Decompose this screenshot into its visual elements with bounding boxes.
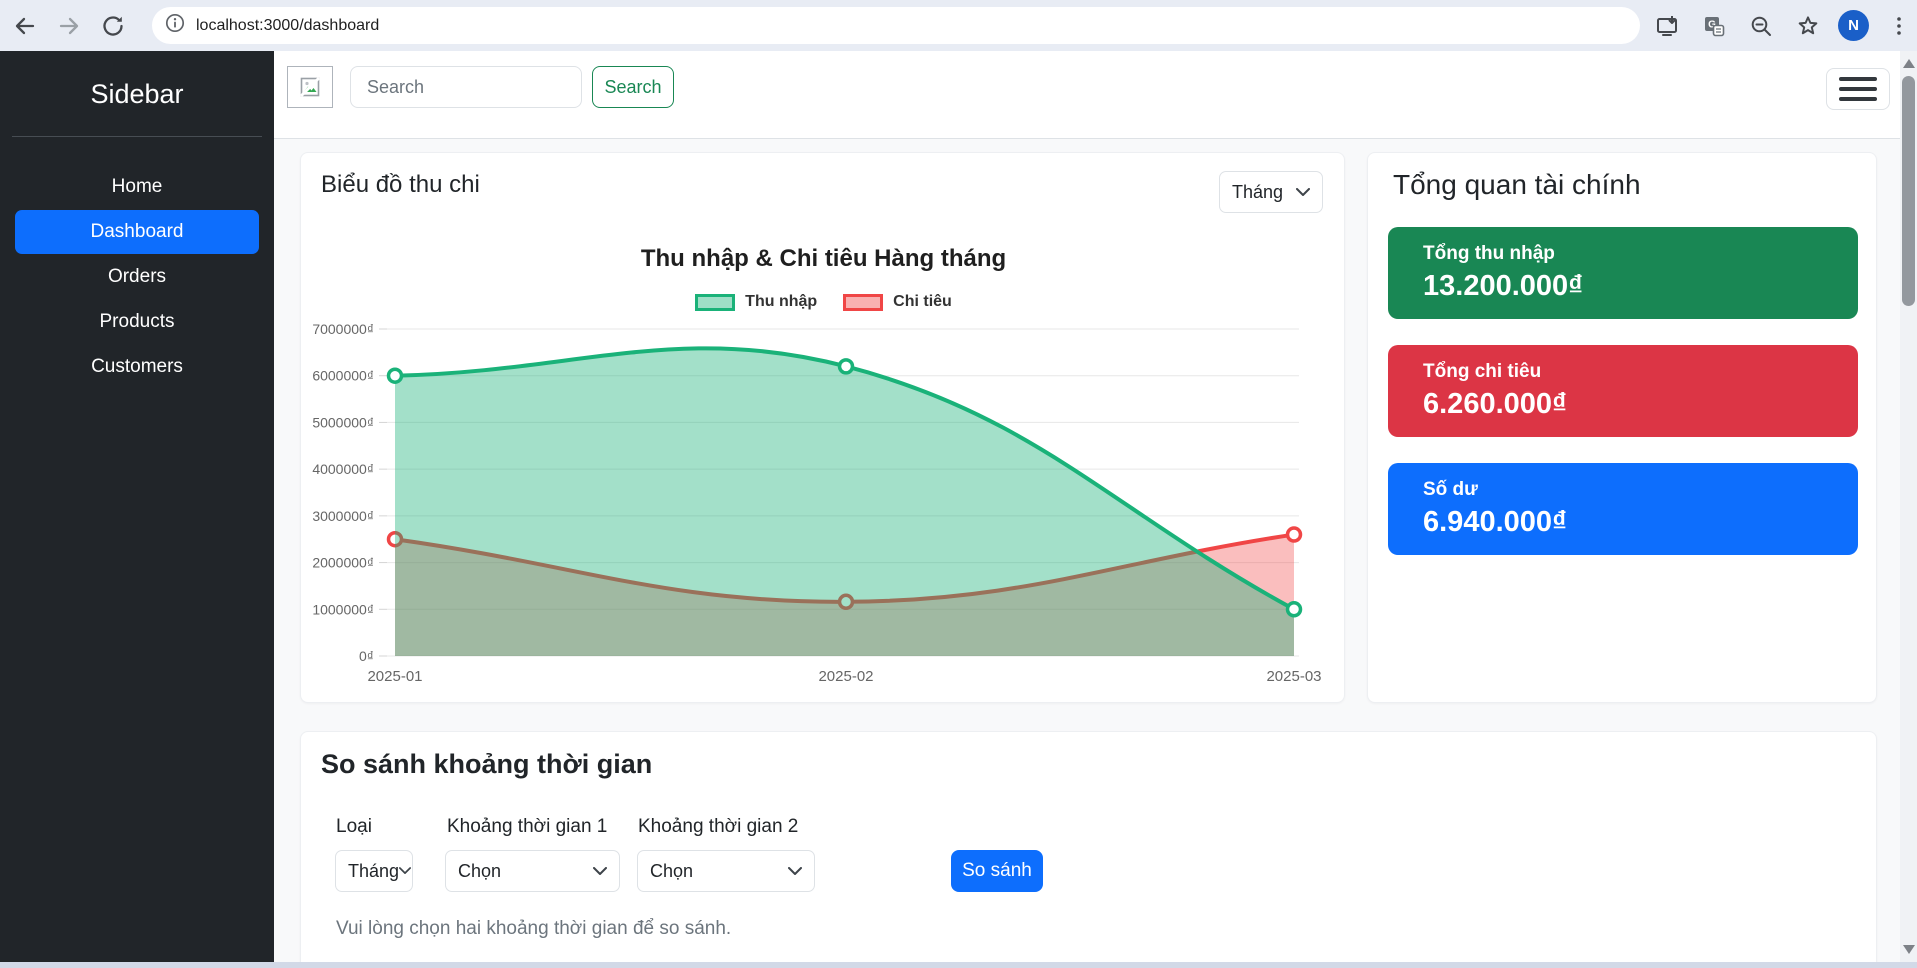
scrollbar-up-icon[interactable] xyxy=(1903,59,1915,68)
legend-label-expense: Chi tiêu xyxy=(893,293,952,310)
series-1-point-0[interactable] xyxy=(386,530,404,548)
x-tick-label: 2025-01 xyxy=(367,668,422,685)
profile-avatar[interactable]: N xyxy=(1838,10,1869,41)
search-button[interactable]: Search xyxy=(592,66,674,108)
y-tick-label: 2000000₫ xyxy=(312,555,374,571)
sidebar-title: Sidebar xyxy=(90,79,184,109)
series-0-point-1[interactable] xyxy=(837,358,855,375)
chevron-down-icon xyxy=(593,866,607,875)
y-tick-label: 6000000₫ xyxy=(312,368,374,384)
y-tick-label: 5000000₫ xyxy=(312,414,374,430)
period1-label: Khoảng thời gian 1 xyxy=(447,816,608,837)
compare-card: So sánh khoảng thời gian Loại Khoảng thờ… xyxy=(300,731,1877,968)
series-1-point-2[interactable] xyxy=(1285,526,1303,543)
chart-legend: Thu nhập Chi tiêu xyxy=(301,293,1346,311)
sidebar: Sidebar Home Dashboard Orders Products C… xyxy=(0,51,274,962)
y-tick-label: 1000000₫ xyxy=(312,601,374,617)
hamburger-menu-icon[interactable] xyxy=(1826,68,1890,110)
y-tick-label: 4000000₫ xyxy=(312,461,374,477)
period-select-value: Tháng xyxy=(1232,181,1284,202)
scrollbar-track[interactable] xyxy=(1900,51,1917,962)
bookmark-star-icon[interactable] xyxy=(1791,9,1825,43)
scrollbar-down-icon[interactable] xyxy=(1903,945,1915,954)
chart-card-title: Biểu đồ thu chi xyxy=(321,171,480,198)
income-swatch xyxy=(695,293,736,311)
search-input[interactable] xyxy=(350,66,582,108)
svg-text:G: G xyxy=(1708,19,1716,30)
site-info-icon[interactable] xyxy=(164,12,186,39)
sidebar-item-customers[interactable]: Customers xyxy=(91,356,183,377)
balance-label: Số dư xyxy=(1423,479,1478,500)
zoom-out-icon[interactable] xyxy=(1744,9,1778,43)
broken-image-icon xyxy=(287,66,333,108)
url-bar[interactable]: localhost:3000/dashboard xyxy=(152,7,1640,44)
total-income-label: Tổng thu nhập xyxy=(1423,243,1555,264)
window-bottom-edge xyxy=(0,962,1917,968)
total-expense-value: 6.260.000₫ xyxy=(1423,388,1567,420)
topbar: Search xyxy=(274,51,1900,139)
period2-select[interactable]: Chọn xyxy=(637,850,815,892)
total-expense-card: Tổng chi tiêu 6.260.000₫ xyxy=(1388,345,1858,437)
back-arrow-icon[interactable] xyxy=(8,9,42,43)
total-income-value: 13.200.000₫ xyxy=(1423,270,1584,302)
sidebar-divider xyxy=(12,136,262,137)
summary-title: Tổng quan tài chính xyxy=(1393,169,1641,200)
sidebar-item-dashboard[interactable]: Dashboard xyxy=(15,210,259,254)
compare-title: So sánh khoảng thời gian xyxy=(321,749,653,779)
chevron-down-icon xyxy=(788,866,802,875)
x-tick-label: 2025-03 xyxy=(1266,668,1321,685)
series-1-area xyxy=(395,534,1294,656)
compare-button[interactable]: So sánh xyxy=(951,850,1043,892)
compare-hint: Vui lòng chọn hai khoảng thời gian để so… xyxy=(336,918,732,939)
sidebar-item-products[interactable]: Products xyxy=(99,311,175,332)
total-expense-label: Tổng chi tiêu xyxy=(1423,361,1542,382)
series-0-area xyxy=(395,348,1294,656)
scrollbar-thumb[interactable] xyxy=(1902,76,1915,306)
y-tick-label: 0₫ xyxy=(359,648,374,664)
chevron-down-icon xyxy=(399,867,412,874)
y-tick-label: 3000000₫ xyxy=(312,508,374,524)
chart-card: Biểu đồ thu chi Tháng Thu nhập & Chi tiê… xyxy=(300,152,1345,703)
series-0-point-0[interactable] xyxy=(386,367,404,384)
type-label: Loại xyxy=(336,816,372,837)
x-tick-label: 2025-02 xyxy=(818,668,873,685)
balance-value: 6.940.000₫ xyxy=(1423,506,1567,538)
chevron-down-icon xyxy=(1296,187,1310,196)
chart-canvas: 0₫ 1000000₫ 2000000₫ 3000000₫ 4000000₫ 500000… xyxy=(312,321,1321,685)
balance-card: Số dư 6.940.000₫ xyxy=(1388,463,1858,555)
install-app-icon[interactable] xyxy=(1650,9,1684,43)
chart-title: Thu nhập & Chi tiêu Hàng tháng xyxy=(640,245,1007,272)
reload-icon[interactable] xyxy=(96,9,130,43)
series-0-point-2[interactable] xyxy=(1285,601,1303,618)
legend-item-expense[interactable]: Chi tiêu xyxy=(843,293,952,311)
browser-toolbar: localhost:3000/dashboard G N xyxy=(0,0,1917,51)
legend-label-income: Thu nhập xyxy=(745,293,818,310)
type-select[interactable]: Tháng xyxy=(335,850,413,892)
y-tick-label: 7000000₫ xyxy=(312,321,374,337)
series-1-point-1[interactable] xyxy=(837,593,855,611)
forward-arrow-icon[interactable] xyxy=(52,9,86,43)
summary-panel: Tổng quan tài chính Tổng thu nhập 13.200… xyxy=(1367,152,1877,703)
sidebar-item-orders[interactable]: Orders xyxy=(107,266,167,287)
translate-icon[interactable]: G xyxy=(1697,9,1731,43)
period1-select[interactable]: Chọn xyxy=(445,850,620,892)
period2-label: Khoảng thời gian 2 xyxy=(638,816,799,837)
total-income-card: Tổng thu nhập 13.200.000₫ xyxy=(1388,227,1858,319)
period-select[interactable]: Tháng xyxy=(1219,171,1323,213)
sidebar-item-home[interactable]: Home xyxy=(111,176,163,197)
url-text[interactable]: localhost:3000/dashboard xyxy=(196,16,380,34)
expense-swatch xyxy=(843,293,884,311)
menu-dots-icon[interactable] xyxy=(1882,9,1916,43)
legend-item-income[interactable]: Thu nhập xyxy=(695,293,817,311)
